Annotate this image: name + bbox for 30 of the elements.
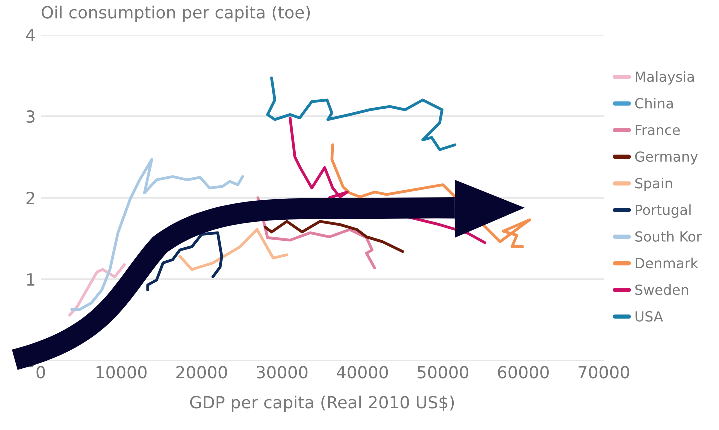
legend-label: Germany [635,152,698,165]
legend-label: Portugal [636,204,691,218]
x-tick-label: 10000 [96,366,147,379]
x-axis-title: GDP per capita (Real 2010 US$) [190,396,454,412]
legend-label: South Kor [636,231,702,242]
line-series [68,263,126,317]
legend-label: France [636,125,680,136]
x-tick-label: 40000 [337,366,388,379]
legend-label: Spain [636,178,672,192]
y-axis-title: Oil consumption per capita (toe) [42,6,310,22]
legend-label: China [635,98,674,109]
x-tick-label: 30000 [257,366,308,379]
line-series [264,220,404,254]
x-tick-label: 70000 [578,366,630,379]
x-tick-label: 0 [36,366,46,379]
line-series [266,76,457,152]
y-tick-label: 3 [26,110,35,124]
legend-label: Denmark [636,258,698,269]
line-series [178,228,288,272]
y-tick-label: 2 [26,192,34,204]
y-tick-label: 1 [27,274,35,286]
legend-label: Sweden [636,284,688,296]
x-tick-label: 20000 [176,366,228,379]
line-series [146,232,224,292]
x-tick-label: 60000 [498,366,549,379]
legend-label: USA [636,311,664,322]
y-tick-label: 4 [26,29,36,42]
legend-label: Malaysia [636,71,694,85]
line-series [70,158,244,312]
x-tick-label: 50000 [418,366,469,379]
